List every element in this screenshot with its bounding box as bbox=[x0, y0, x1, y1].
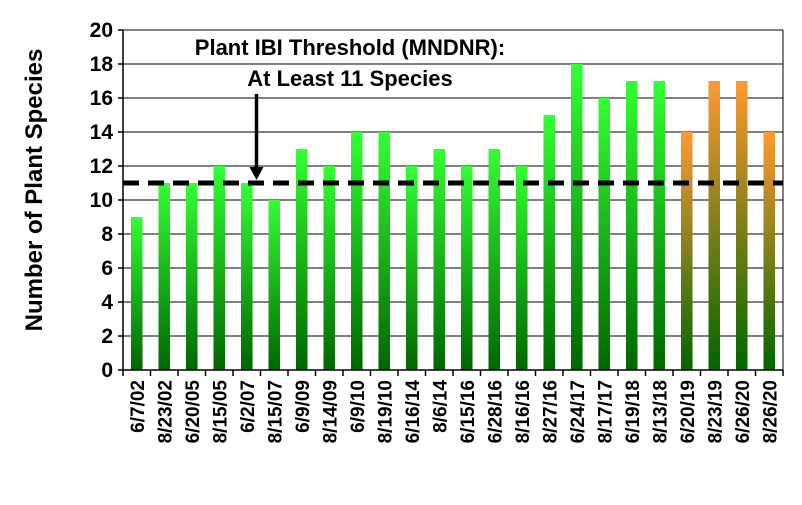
x-tick-label: 6/26/20 bbox=[733, 380, 754, 443]
bar-6-16-14 bbox=[405, 166, 418, 370]
y-tick-label: 16 bbox=[90, 87, 113, 110]
bar-8-23-19 bbox=[708, 81, 721, 370]
bar-6-19-18 bbox=[625, 81, 638, 370]
y-tick-label: 10 bbox=[90, 189, 113, 212]
x-tick-label: 8/23/19 bbox=[705, 380, 726, 443]
x-tick-label: 6/20/05 bbox=[183, 380, 204, 444]
bar-8-15-07 bbox=[268, 200, 281, 370]
x-tick-labels: 6/7/02 8/23/02 6/20/05 8/15/05 6/2/07 8/15/07… bbox=[128, 380, 782, 444]
x-tick-label: 8/13/18 bbox=[650, 380, 671, 443]
bar-8-26-20 bbox=[763, 132, 776, 370]
bar-8-14-09 bbox=[323, 166, 336, 370]
x-tick-label: 6/2/07 bbox=[238, 380, 259, 433]
x-tick-label: 6/28/16 bbox=[485, 380, 506, 443]
bar-6-20-19 bbox=[680, 132, 693, 370]
bar-6-9-10 bbox=[350, 132, 363, 370]
x-tick-label: 8/23/02 bbox=[155, 380, 176, 443]
bar-8-15-05 bbox=[213, 166, 226, 370]
y-tick-labels: 0 2 4 6 8 10 12 14 16 18 20 bbox=[90, 19, 114, 382]
bar-8-19-10 bbox=[378, 132, 391, 370]
bar-6-15-16 bbox=[460, 166, 473, 370]
threshold-label-line2: At Least 11 Species bbox=[247, 66, 452, 91]
y-tick-label: 20 bbox=[90, 19, 113, 42]
x-tick-label: 8/17/17 bbox=[595, 380, 616, 443]
y-tick-label: 0 bbox=[101, 359, 113, 382]
bar-6-7-02 bbox=[130, 217, 143, 370]
bars bbox=[130, 64, 776, 370]
bar-8-23-02 bbox=[158, 183, 171, 370]
x-tick-label: 6/24/17 bbox=[568, 380, 589, 443]
x-tick-label: 6/16/14 bbox=[403, 380, 424, 444]
x-tick-label: 8/27/16 bbox=[540, 380, 561, 443]
bar-8-16-16 bbox=[515, 166, 528, 370]
x-tick-label: 6/20/19 bbox=[678, 380, 699, 443]
y-axis-label: Number of Plant Species bbox=[21, 49, 48, 332]
bar-6-26-20 bbox=[735, 81, 748, 370]
bar-8-17-17 bbox=[598, 98, 611, 370]
x-tick-label: 8/16/16 bbox=[513, 380, 534, 443]
x-tick-label: 8/19/10 bbox=[375, 380, 396, 443]
bar-8-13-18 bbox=[653, 81, 666, 370]
bar-6-24-17 bbox=[570, 64, 583, 370]
x-tick-label: 8/26/20 bbox=[760, 380, 781, 443]
arrow-head bbox=[249, 167, 264, 180]
x-tick-label: 6/9/09 bbox=[293, 380, 314, 433]
axes bbox=[118, 29, 784, 376]
y-tick-label: 6 bbox=[101, 257, 113, 280]
bar-8-27-16 bbox=[543, 115, 556, 370]
y-tick-label: 2 bbox=[101, 325, 113, 348]
y-tick-label: 18 bbox=[90, 53, 114, 76]
y-tick-label: 14 bbox=[90, 121, 114, 144]
x-tick-label: 8/14/09 bbox=[320, 380, 341, 443]
x-tick-label: 8/15/07 bbox=[265, 380, 286, 443]
y-tick-label: 4 bbox=[101, 291, 113, 314]
bar-6-28-16 bbox=[488, 149, 501, 370]
y-tick-label: 8 bbox=[101, 223, 113, 246]
bar-8-6-14 bbox=[433, 149, 446, 370]
threshold-arrow bbox=[249, 94, 264, 180]
x-tick-label: 8/15/05 bbox=[210, 380, 231, 444]
bar-6-9-09 bbox=[295, 149, 308, 370]
x-tick-label: 6/15/16 bbox=[458, 380, 479, 443]
y-tick-label: 12 bbox=[90, 155, 113, 178]
x-tick-label: 6/9/10 bbox=[348, 380, 369, 433]
threshold-label-line1: Plant IBI Threshold (MNDNR): bbox=[195, 35, 505, 60]
x-tick-label: 6/7/02 bbox=[128, 380, 149, 433]
bar-6-2-07 bbox=[240, 183, 253, 370]
x-tick-label: 8/6/14 bbox=[430, 380, 451, 433]
bar-6-20-05 bbox=[185, 183, 198, 370]
x-tick-label: 6/19/18 bbox=[623, 380, 644, 443]
